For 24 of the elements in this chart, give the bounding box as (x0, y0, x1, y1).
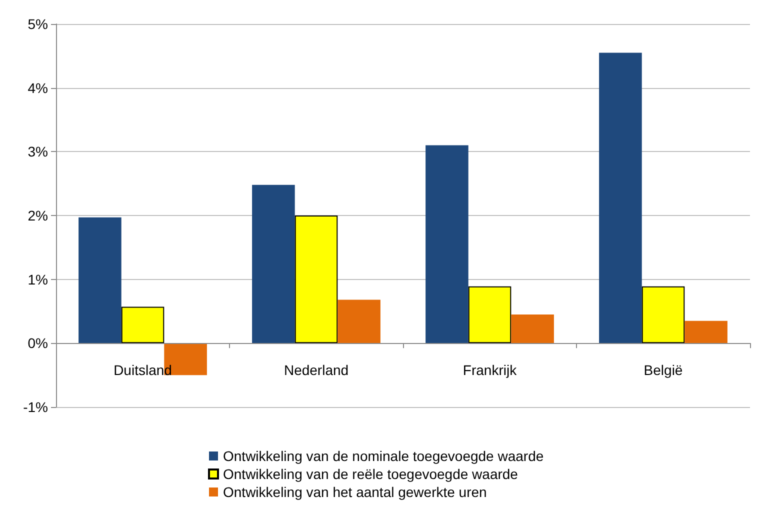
legend-label: Ontwikkeling van de reële toegevoegde waarde (223, 466, 518, 482)
x-tick-label: België (644, 362, 683, 378)
bar (468, 286, 512, 344)
legend-label: Ontwikkeling van het aantal gewerkte uren (223, 484, 487, 500)
x-tick-label: Nederland (284, 362, 349, 378)
legend-label: Ontwikkeling van de nominale toegevoegde waarde (223, 448, 544, 464)
bar (121, 306, 164, 344)
y-tick-label: 1% (28, 271, 48, 288)
y-tick-label: 3% (28, 144, 48, 160)
bar (426, 145, 468, 344)
bar (642, 286, 685, 344)
x-tick-label: Frankrijk (462, 362, 518, 378)
bar (78, 217, 122, 344)
y-tick-label: 0% (28, 335, 48, 352)
bar (252, 184, 295, 344)
y-tick-label: 2% (28, 208, 48, 224)
bar (684, 320, 728, 344)
y-tick-label: -1% (23, 399, 48, 415)
y-tick-label: 4% (28, 80, 48, 96)
bar (599, 52, 642, 344)
bar (294, 216, 338, 344)
bar (511, 314, 554, 344)
bar (338, 300, 380, 344)
y-tick-label: 5% (28, 16, 48, 32)
